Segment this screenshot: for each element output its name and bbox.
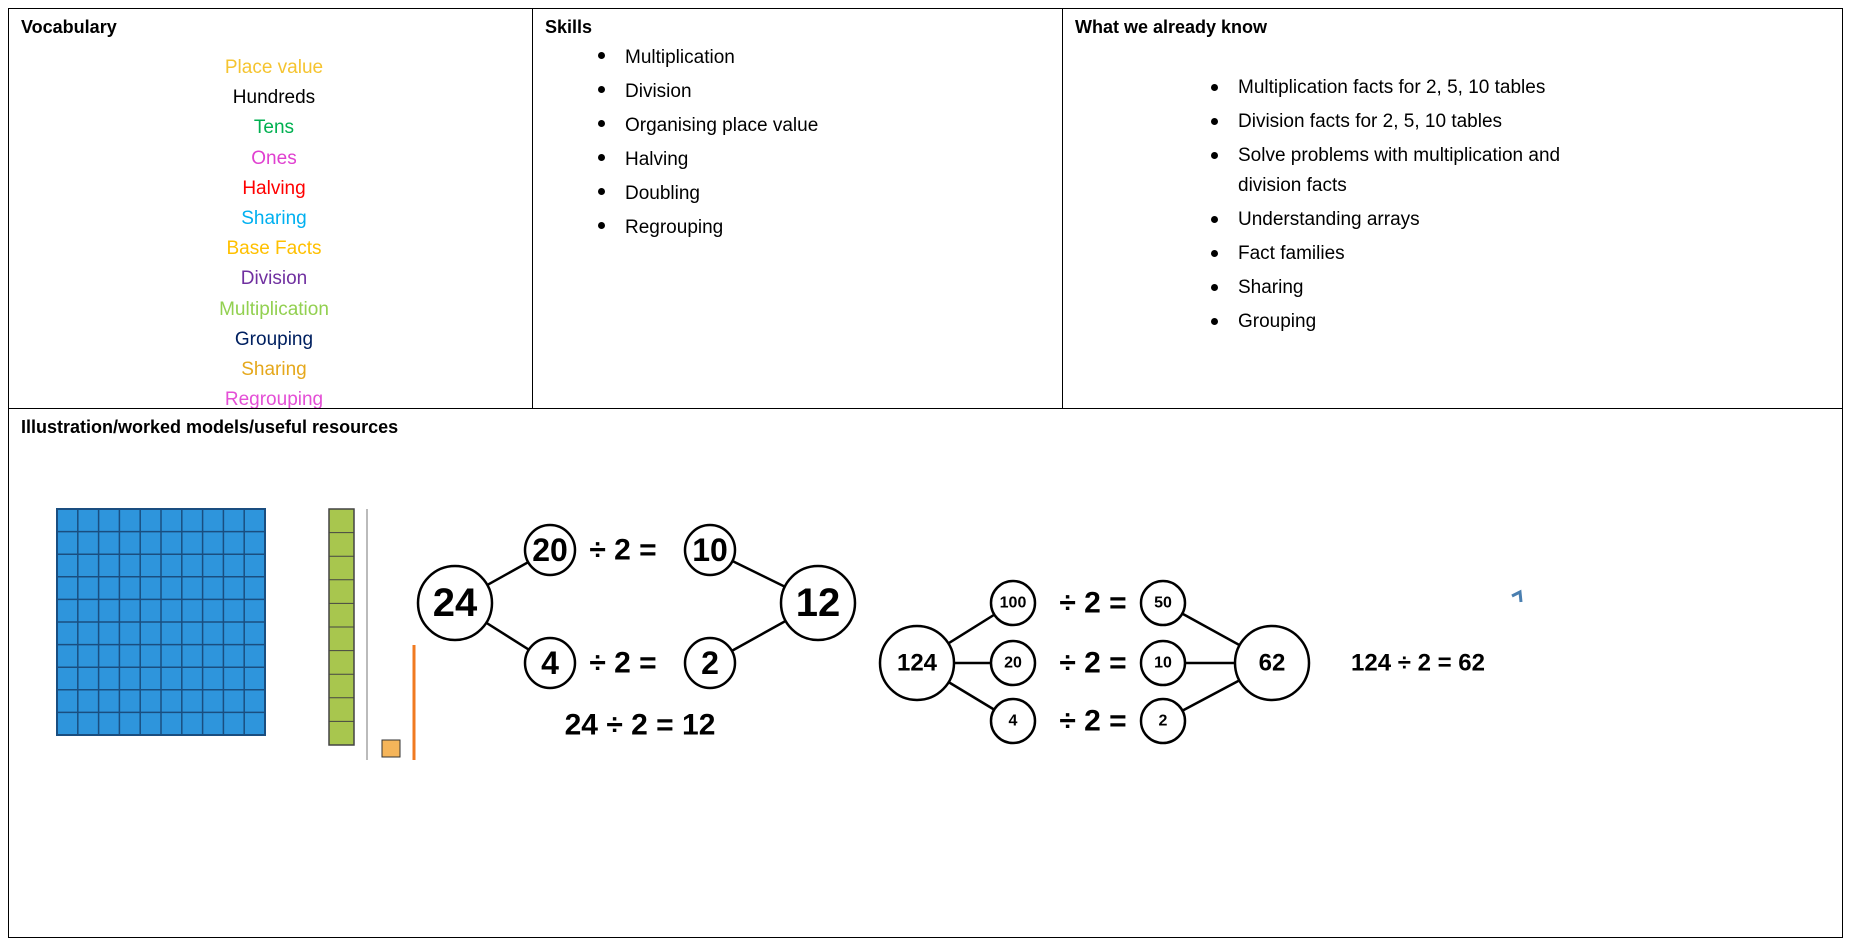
heading: Vocabulary xyxy=(21,17,117,37)
number: 4 xyxy=(541,645,559,681)
vocab-word: Hundreds xyxy=(232,87,316,109)
number: 50 xyxy=(1154,595,1172,612)
number-circle xyxy=(1139,697,1187,745)
vocab-word: Sharing xyxy=(241,208,307,230)
hundred-square xyxy=(56,508,266,736)
operation: ÷ 2 = xyxy=(1059,705,1126,738)
vocab-word: Tens xyxy=(253,117,295,139)
bullet-item: Organising place value xyxy=(597,109,818,143)
number-circle xyxy=(683,523,737,577)
equation: 24 ÷ 2 = 12 xyxy=(565,709,716,742)
number-circle xyxy=(1139,639,1187,687)
heading: Illustration/worked models/useful resour… xyxy=(21,417,399,437)
number: 124 xyxy=(897,650,938,677)
bullet-item: Multiplication xyxy=(597,41,818,75)
operation: ÷ 2 = xyxy=(1059,647,1126,680)
bullet-item: Division xyxy=(597,75,818,109)
vocab-word: Division xyxy=(240,268,308,290)
bullet-item: Halving xyxy=(597,143,818,177)
bullet-item: Division facts for 2, 5, 10 tables xyxy=(1211,107,1578,137)
halving-diagram: 100 ÷ 2 = 50 20 ÷ 2 = 10 4 ÷ 2 = 2 124 62 124 ÷ 2 =… xyxy=(878,579,1485,745)
bullet-item: Grouping xyxy=(1211,307,1578,337)
vocab-word: Halving xyxy=(242,177,306,199)
number-circle xyxy=(523,523,577,577)
bullet-item: Fact families xyxy=(1211,239,1578,269)
number-circle xyxy=(683,636,737,690)
heading: Skills xyxy=(545,17,593,37)
number: 10 xyxy=(1154,655,1172,672)
number: 10 xyxy=(692,532,728,568)
number: 4 xyxy=(1009,713,1018,730)
vocab-word: Regrouping xyxy=(224,389,324,411)
number-circle xyxy=(779,564,857,642)
equation: 124 ÷ 2 = 62 xyxy=(1351,650,1485,677)
vocab-word: Multiplication xyxy=(219,298,329,320)
vocab-word: Ones xyxy=(251,147,297,169)
ten-rod xyxy=(328,508,355,746)
number: 12 xyxy=(796,581,841,625)
number: 100 xyxy=(1000,595,1027,612)
operation: ÷ 2 = xyxy=(1059,587,1126,620)
number: 20 xyxy=(1004,655,1022,672)
vocab-word: Base Facts xyxy=(226,238,322,260)
operation: ÷ 2 = xyxy=(589,534,656,567)
bullet-item: Regrouping xyxy=(597,211,818,245)
one-cube xyxy=(381,739,401,758)
vocab-word: Sharing xyxy=(241,359,307,381)
vocabulary-cell: Vocabulary Place value Hundreds Tens Ones Ha… xyxy=(8,8,533,410)
bullet-item: Doubling xyxy=(597,177,818,211)
skills-cell: Skills Multiplication Division Organising … xyxy=(532,8,1063,409)
vocab-word: Grouping xyxy=(234,328,314,350)
number-circle xyxy=(416,564,494,642)
number: 24 xyxy=(433,581,478,625)
number-circle xyxy=(989,639,1037,687)
number: 20 xyxy=(532,532,568,568)
halving-diagram: 20 ÷ 2 = 10 4 ÷ 2 = 2 24 12 24 ÷ 2 = 12 xyxy=(416,523,857,742)
fragment xyxy=(1511,589,1523,603)
vocab-word: Place value xyxy=(224,57,324,78)
number-circle xyxy=(1139,579,1187,627)
heading: What we already know xyxy=(1075,17,1268,37)
number-circle xyxy=(878,624,956,702)
number: 2 xyxy=(1159,713,1168,730)
number-circle xyxy=(989,579,1037,627)
word-list: Place value Hundreds Tens Ones Halving Sharin… xyxy=(9,53,539,415)
number: 62 xyxy=(1259,650,1286,677)
number-circle xyxy=(523,636,577,690)
operation: ÷ 2 = xyxy=(589,647,656,680)
bullet-item: Multiplication facts for 2, 5, 10 tables xyxy=(1211,73,1578,103)
number: 2 xyxy=(701,645,719,681)
bullet-list: Multiplication Division Organising place v… xyxy=(597,41,818,245)
bullet-item: Solve problems with multiplication and d… xyxy=(1211,141,1578,201)
bullet-item: Understanding arrays xyxy=(1211,205,1578,235)
bullet-list: Multiplication facts for 2, 5, 10 tables… xyxy=(1211,73,1578,341)
number-circle xyxy=(989,697,1037,745)
number-circle xyxy=(1233,624,1311,702)
bullet-item: Sharing xyxy=(1211,273,1578,303)
